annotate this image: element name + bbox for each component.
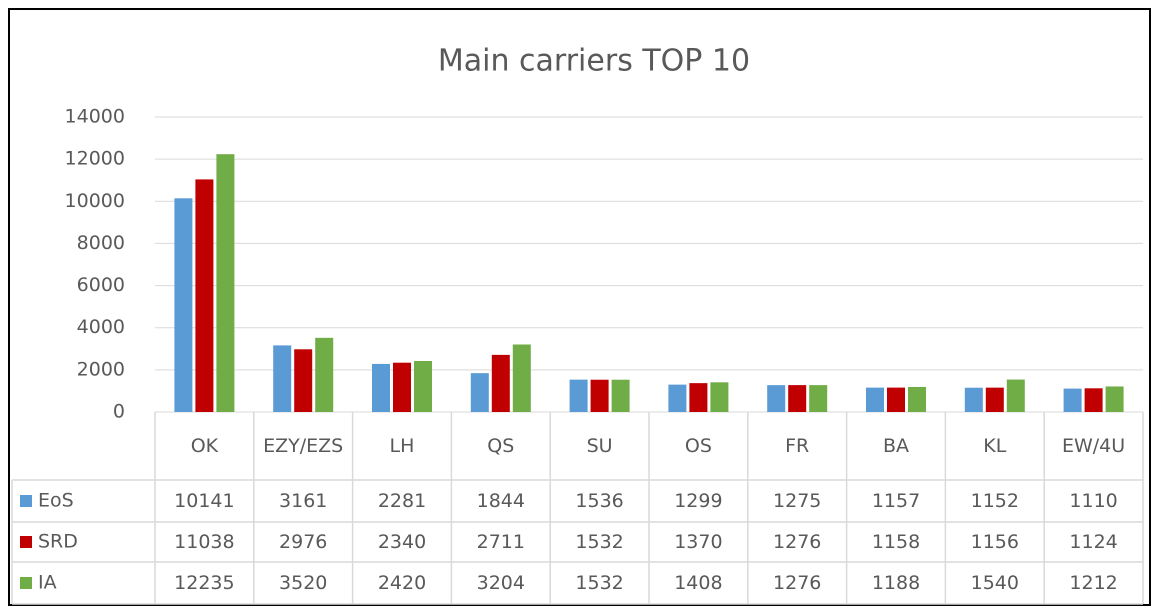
y-tick-label: 10000 xyxy=(65,190,125,212)
legend-label: SRD xyxy=(38,531,78,553)
bar xyxy=(1006,379,1025,412)
bar xyxy=(1063,388,1082,412)
bar xyxy=(393,362,411,412)
x-tick-label: FR xyxy=(785,435,810,457)
bar xyxy=(611,379,630,412)
table-value: 1124 xyxy=(1069,531,1118,553)
table-value: 3204 xyxy=(476,572,525,594)
y-tick-label: 4000 xyxy=(77,316,125,338)
bar xyxy=(174,198,193,412)
x-tick-label: KL xyxy=(983,435,1007,457)
table-value: 11038 xyxy=(174,531,235,553)
y-tick-label: 2000 xyxy=(77,358,125,380)
y-tick-label: 14000 xyxy=(65,106,125,128)
bar xyxy=(964,387,983,412)
bar xyxy=(491,354,510,412)
table-value: 1536 xyxy=(575,490,624,512)
bar xyxy=(294,349,313,412)
x-tick-label: OS xyxy=(684,435,712,457)
x-tick-label: BA xyxy=(882,435,910,457)
table-value: 1110 xyxy=(1069,490,1118,512)
bar xyxy=(668,384,687,412)
x-tick-label: SU xyxy=(586,435,613,457)
x-tick-label: EZY/EZS xyxy=(263,435,344,457)
table-value: 3520 xyxy=(279,572,328,594)
bar xyxy=(512,344,531,412)
bar xyxy=(908,386,926,412)
y-tick-label: 8000 xyxy=(77,232,125,254)
table-value: 1275 xyxy=(773,490,822,512)
bar xyxy=(689,383,708,412)
bar xyxy=(216,154,235,412)
table-value: 2340 xyxy=(377,531,427,553)
table-value: 1157 xyxy=(871,490,921,512)
table-value: 1152 xyxy=(970,490,1019,512)
table-value: 2976 xyxy=(279,531,328,553)
x-tick-label: QS xyxy=(487,435,515,457)
y-tick-label: 6000 xyxy=(77,274,125,296)
table-value: 1540 xyxy=(970,572,1019,594)
table-value: 2420 xyxy=(377,572,427,594)
bar xyxy=(569,379,588,412)
bar xyxy=(195,179,214,412)
y-tick-label: 0 xyxy=(113,401,125,423)
bar xyxy=(985,387,1004,412)
table-value: 12235 xyxy=(174,572,235,594)
table-value: 1212 xyxy=(1069,572,1118,594)
bar xyxy=(315,337,334,412)
bar xyxy=(809,385,828,412)
table-value: 1158 xyxy=(871,531,921,553)
table-value: 1370 xyxy=(674,531,723,553)
bar xyxy=(590,379,609,412)
table-value: 3161 xyxy=(279,490,328,512)
chart-title: Main carriers TOP 10 xyxy=(438,44,750,79)
legend-key xyxy=(20,495,32,507)
table-value: 1844 xyxy=(476,490,525,512)
bar xyxy=(1084,388,1103,412)
x-tick-label: EW/4U xyxy=(1061,435,1126,457)
frame xyxy=(8,8,1151,606)
table-value: 1156 xyxy=(970,531,1019,553)
table-value: 1532 xyxy=(575,531,624,553)
table-value: 10141 xyxy=(174,490,235,512)
legend-label: EoS xyxy=(38,490,74,512)
table-value: 1408 xyxy=(674,572,723,594)
bar xyxy=(788,385,807,412)
y-tick-label: 12000 xyxy=(65,148,125,170)
legend-key xyxy=(20,536,32,548)
table-value: 1188 xyxy=(871,572,921,594)
bar xyxy=(470,373,489,412)
table-value: 2281 xyxy=(377,490,427,512)
bar xyxy=(767,385,786,412)
x-tick-label: LH xyxy=(389,435,415,457)
bar xyxy=(1105,386,1124,412)
bar xyxy=(273,345,292,412)
table-value: 2711 xyxy=(476,531,525,553)
table-value: 1299 xyxy=(674,490,723,512)
bar xyxy=(710,382,729,412)
bar xyxy=(887,387,905,412)
bar xyxy=(866,387,884,412)
table-value: 1276 xyxy=(773,572,822,594)
x-tick-label: OK xyxy=(190,435,219,457)
table-value: 1276 xyxy=(773,531,822,553)
bar xyxy=(372,363,390,412)
bar xyxy=(414,361,432,412)
legend-key xyxy=(20,577,32,589)
table-value: 1532 xyxy=(575,572,624,594)
legend-label: IA xyxy=(38,572,57,594)
